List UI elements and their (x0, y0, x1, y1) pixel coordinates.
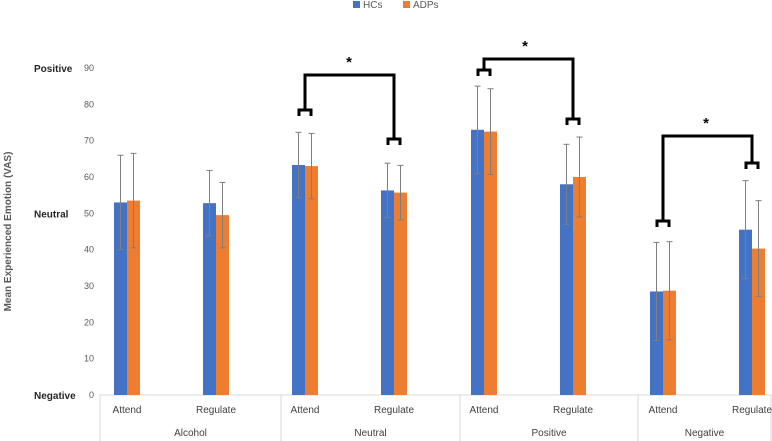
legend-label-adps: ADPs (413, 0, 439, 11)
group-label-positive: Positive (531, 428, 566, 439)
y-tick-label: 30 (84, 281, 94, 291)
bracket-connector (303, 73, 396, 139)
bar-adps (573, 177, 586, 395)
bar-adps (663, 290, 676, 395)
y-tick-label: 90 (84, 63, 94, 73)
bar-adps (305, 166, 318, 395)
bracket-connector (661, 134, 754, 221)
x-category-label: Attend (291, 405, 320, 416)
y-tick-label: 70 (84, 136, 94, 146)
y-tick-label: 50 (84, 208, 94, 218)
significance-bracket (476, 57, 581, 125)
bar-adps (127, 200, 140, 395)
group-label-alcohol: Alcohol (174, 428, 207, 439)
bar-hcs (739, 229, 752, 395)
group-label-neutral: Neutral (354, 428, 386, 439)
legend-label-hcs: HCs (363, 0, 382, 11)
bar-adps (394, 192, 407, 395)
x-category-label: Attend (649, 405, 678, 416)
bar-adps (752, 248, 765, 395)
bracket-cap (744, 161, 760, 169)
bracket-cap (565, 117, 581, 125)
significance-star: * (346, 54, 352, 71)
group-label-negative: Negative (685, 428, 725, 439)
significance-star: * (703, 115, 709, 132)
bracket-connector (482, 57, 575, 119)
bar-hcs (471, 129, 484, 395)
bar-adps (484, 131, 497, 396)
legend-swatch-hcs (353, 1, 360, 8)
bar-hcs (650, 291, 663, 395)
y-tick-label: 20 (84, 317, 94, 327)
y-tick-label: 40 (84, 245, 94, 255)
legend-swatch-adps (403, 1, 410, 8)
y-tick-label: 60 (84, 172, 94, 182)
side-label-neutral: Neutral (34, 209, 69, 220)
y-tick-label: 80 (84, 99, 94, 109)
bar-hcs (560, 184, 573, 395)
x-category-label: Regulate (196, 405, 236, 416)
x-category-label: Regulate (374, 405, 414, 416)
bar-hcs (114, 202, 127, 395)
bar-hcs (203, 203, 216, 395)
significance-bracket (297, 73, 402, 145)
y-axis-title: Mean Experienced Emotion (VAS) (3, 152, 14, 312)
x-category-label: Regulate (732, 405, 772, 416)
x-category-label: Attend (470, 405, 499, 416)
y-tick-label: 0 (89, 390, 94, 400)
bracket-cap (655, 219, 671, 227)
side-label-negative: Negative (34, 391, 76, 402)
bracket-cap (297, 108, 313, 116)
side-label-positive: Positive (34, 64, 73, 75)
bar-adps (216, 215, 229, 395)
bracket-cap (476, 68, 492, 76)
bar-hcs (292, 165, 305, 395)
bar-hcs (381, 190, 394, 395)
significance-bracket (655, 134, 760, 227)
x-category-label: Attend (113, 405, 142, 416)
significance-star: * (522, 38, 528, 55)
bracket-cap (386, 137, 402, 145)
x-category-label: Regulate (553, 405, 593, 416)
y-tick-label: 10 (84, 354, 94, 364)
